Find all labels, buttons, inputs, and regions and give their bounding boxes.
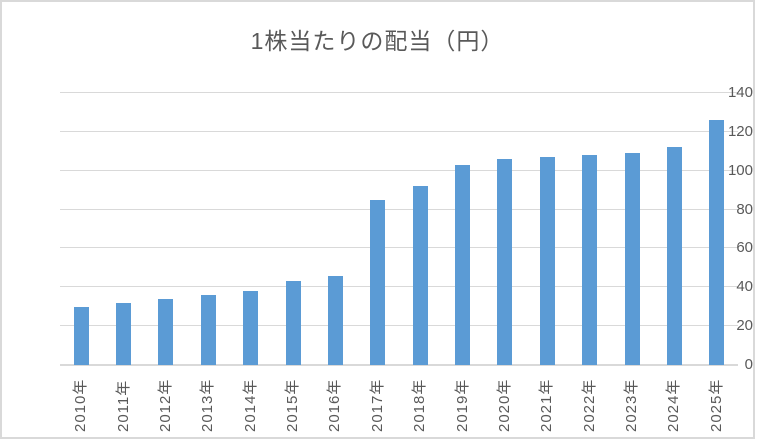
x-tick-label-2019年: 2019年 — [453, 378, 471, 432]
gridline-40 — [60, 286, 738, 288]
bar-slot-2018年 — [399, 93, 441, 365]
bar-slot-2014年 — [230, 93, 272, 365]
bar-slot-2021年 — [526, 93, 568, 365]
y-tick-label-100: 100 — [727, 161, 753, 179]
x-tick-label-2011年: 2011年 — [114, 379, 132, 432]
x-tick-label-2014年: 2014年 — [241, 378, 259, 432]
bar-2024年[interactable] — [666, 147, 682, 365]
y-tick-label-40: 40 — [736, 278, 753, 296]
bar-slot-2015年 — [272, 93, 314, 365]
gridline-60 — [60, 247, 738, 249]
gridline-100 — [60, 169, 738, 171]
gridline-80 — [60, 208, 738, 210]
x-tick-label-2025年: 2025年 — [707, 378, 725, 432]
y-tick-label-80: 80 — [736, 200, 753, 218]
bar-slot-2010年 — [60, 93, 102, 365]
chart-frame: 1株当たりの配当（円） 0 20 40 60 80 100 120 140 2010年 2011… — [0, 0, 755, 439]
bar-slot-2019年 — [441, 93, 483, 365]
x-tick-label-2012年: 2012年 — [156, 378, 174, 432]
bar-2022年[interactable] — [582, 155, 598, 365]
x-axis-line — [60, 364, 738, 366]
bar-2010年[interactable] — [73, 306, 89, 365]
x-tick-label-2017年: 2017年 — [368, 378, 386, 432]
y-tick-label-60: 60 — [736, 239, 753, 257]
x-tick-label-2016年: 2016年 — [326, 378, 344, 432]
bar-slot-2022年 — [569, 93, 611, 365]
bar-2016年[interactable] — [327, 275, 343, 365]
bar-2012年[interactable] — [158, 298, 174, 365]
y-tick-label-120: 120 — [727, 122, 753, 140]
chart-title: 1株当たりの配当（円） — [250, 28, 505, 54]
x-tick-label-2018年: 2018年 — [411, 378, 429, 432]
bar-2020年[interactable] — [497, 159, 513, 365]
x-tick-label-2010年: 2010年 — [72, 378, 90, 432]
x-tick-label-2015年: 2015年 — [284, 378, 302, 432]
bar-slot-2012年 — [145, 93, 187, 365]
x-tick-label-2022年: 2022年 — [580, 378, 598, 432]
bar-2013年[interactable] — [200, 295, 216, 365]
bar-2018年[interactable] — [412, 186, 428, 365]
bar-slot-2016年 — [314, 93, 356, 365]
bar-slot-2023年 — [611, 93, 653, 365]
bar-2017年[interactable] — [370, 199, 386, 365]
bar-2011年[interactable] — [116, 302, 132, 365]
x-tick-label-2013年: 2013年 — [199, 378, 217, 432]
bar-slot-2017年 — [357, 93, 399, 365]
gridline-140 — [60, 92, 738, 93]
bar-slot-2020年 — [484, 93, 526, 365]
x-tick-label-2020年: 2020年 — [495, 378, 513, 432]
bar-slot-2024年 — [653, 93, 695, 365]
bar-slot-2011年 — [102, 93, 144, 365]
bar-slot-2013年 — [187, 93, 229, 365]
bar-2023年[interactable] — [624, 153, 640, 365]
bar-2021年[interactable] — [539, 157, 555, 365]
x-tick-label-2023年: 2023年 — [623, 378, 641, 432]
bar-2014年[interactable] — [243, 291, 259, 365]
bar-2015年[interactable] — [285, 281, 301, 365]
bar-2025年[interactable] — [709, 120, 725, 365]
gridline-20 — [60, 325, 738, 327]
bar-series — [60, 93, 738, 365]
x-tick-label-2021年: 2021年 — [538, 378, 556, 432]
gridline-120 — [60, 130, 738, 132]
y-tick-label-20: 20 — [736, 317, 753, 335]
bar-slot-2025年 — [696, 93, 738, 365]
plot-area — [60, 92, 738, 366]
y-tick-label-0: 0 — [744, 356, 753, 373]
bar-2019年[interactable] — [455, 164, 471, 365]
y-tick-label-140: 140 — [727, 84, 753, 101]
x-tick-label-2024年: 2024年 — [665, 378, 683, 432]
